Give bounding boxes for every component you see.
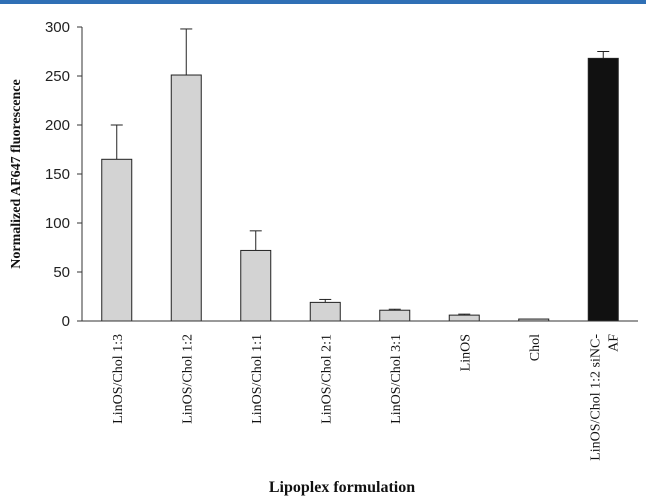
category-label: LinOS/Chol 3:1	[389, 334, 404, 424]
y-tick-label: 250	[45, 68, 70, 85]
category-label: LinOS/Chol 1:2 siNC- AF	[588, 334, 621, 461]
y-tick-label: 0	[62, 313, 70, 330]
y-tick-label: 300	[45, 19, 70, 36]
bar	[379, 309, 411, 322]
category-label: LinOS/Chol 1:2	[180, 334, 195, 424]
bar	[587, 57, 619, 322]
bars-group	[101, 57, 619, 322]
error-bars-group	[110, 28, 610, 316]
category-label: LinOS/Chol 2:1	[319, 334, 334, 424]
category-label: LinOS/Chol 1:3	[111, 334, 126, 424]
category-label: Chol	[528, 334, 543, 361]
bar	[170, 74, 202, 322]
x-axis-title: Lipoplex formulation	[269, 479, 415, 496]
y-tick-label: 200	[45, 117, 70, 134]
bar	[309, 301, 341, 322]
category-label: LinOS	[458, 334, 473, 371]
header-rule	[0, 0, 646, 4]
y-axis-title: Normalized AF647 fluorescence	[9, 79, 24, 268]
bar	[101, 158, 133, 322]
y-tick-label: 100	[45, 215, 70, 232]
y-tick-label: 150	[45, 166, 70, 183]
category-labels: LinOS/Chol 1:3 LinOS/Chol 1:2 LinOS/Chol 1…	[111, 334, 622, 461]
bar	[448, 314, 480, 322]
bar	[240, 249, 272, 322]
y-tick-label: 50	[53, 264, 70, 281]
category-label: LinOS/Chol 1:1	[250, 334, 265, 424]
y-axis-ticks: 0 50 100 150 200 250 300	[45, 19, 82, 330]
